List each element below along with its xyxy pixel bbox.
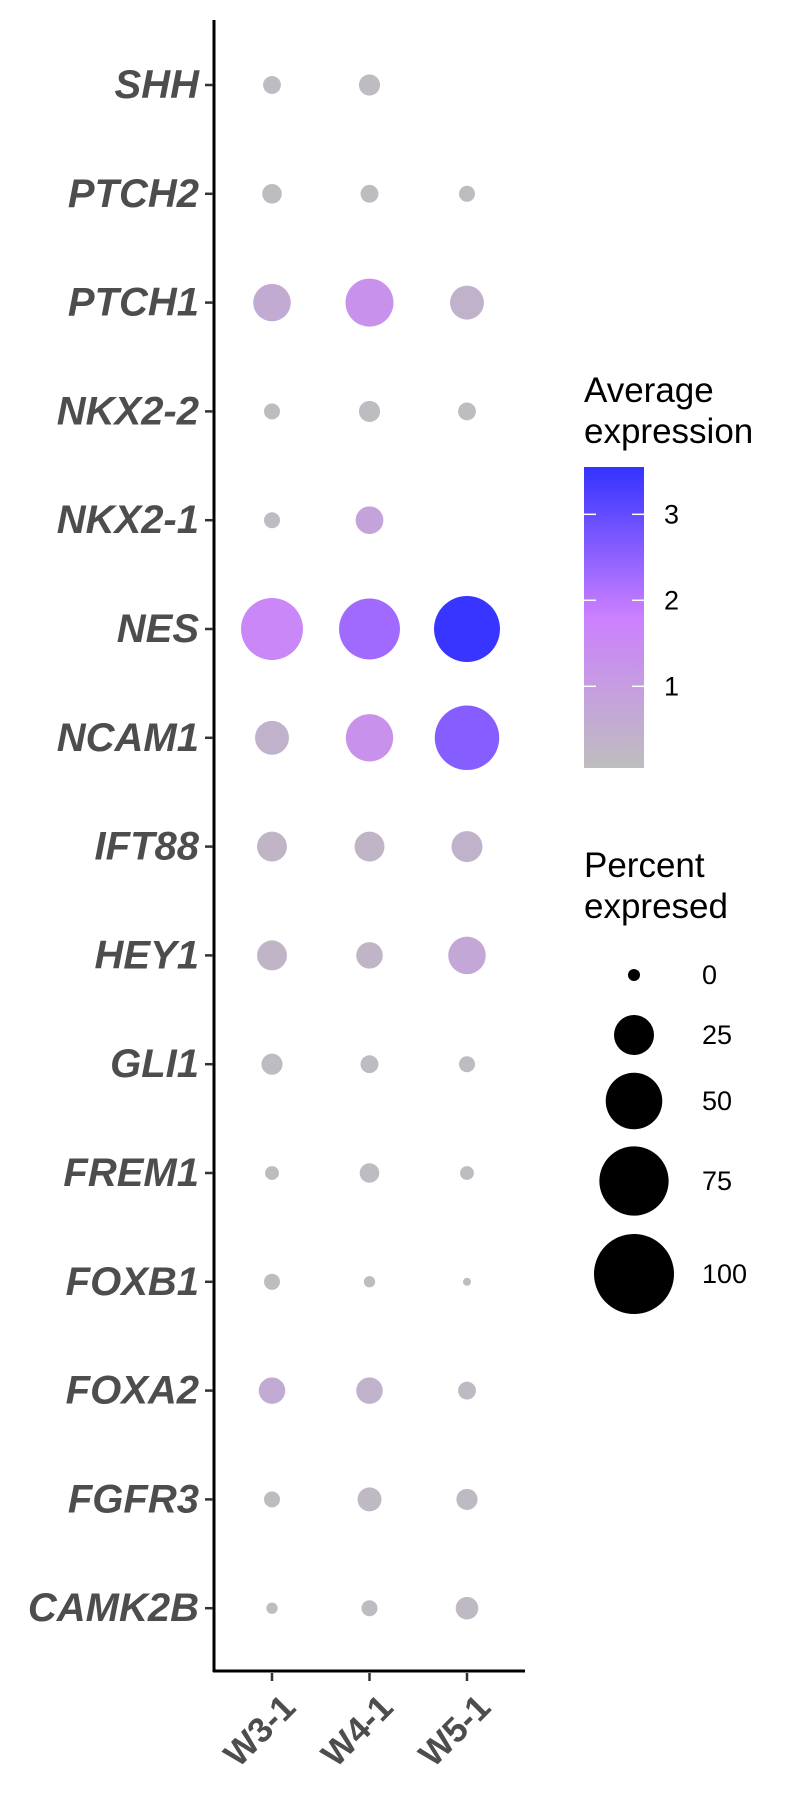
dot-nkx2-2-w3-1 (264, 403, 280, 420)
y-tick-label-ptch1: PTCH1 (68, 281, 199, 325)
dot-fgfr3-w5-1 (456, 1488, 478, 1510)
dot-frem1-w4-1 (359, 1163, 380, 1183)
dot-foxa2-w5-1 (458, 1381, 476, 1400)
plot-area (241, 74, 500, 1620)
dot-shh-w3-1 (263, 76, 281, 94)
dot-foxb1-w5-1 (463, 1277, 471, 1286)
dot-nes-w4-1 (339, 598, 400, 660)
y-tick-label-ncam1: NCAM1 (57, 716, 199, 760)
dot-ptch1-w5-1 (450, 285, 484, 320)
y-tick-label-shh: SHH (115, 63, 201, 107)
dot-ptch2-w5-1 (459, 185, 475, 202)
dot-frem1-w5-1 (460, 1166, 474, 1180)
size-legend-title-line-2: expresed (584, 887, 728, 926)
size-legend-dot-0 (628, 969, 640, 981)
dot-ncam1-w5-1 (434, 705, 500, 771)
dot-gli1-w5-1 (459, 1056, 475, 1073)
dot-ptch1-w4-1 (345, 278, 394, 327)
dot-ncam1-w4-1 (345, 714, 394, 762)
dot-ift88-w4-1 (354, 831, 385, 862)
x-tick-label-w4-1: W4-1 (314, 1688, 401, 1775)
dot-ptch2-w3-1 (262, 184, 282, 204)
size-legend-label-75: 75 (702, 1166, 732, 1196)
dot-ncam1-w3-1 (255, 720, 289, 755)
dot-fgfr3-w3-1 (264, 1491, 280, 1508)
y-tick-label-nkx2-2: NKX2-2 (57, 389, 199, 433)
dot-nkx2-1-w3-1 (264, 512, 280, 529)
dot-shh-w4-1 (358, 74, 381, 96)
x-tick-label-w3-1: W3-1 (216, 1688, 303, 1775)
dot-foxb1-w4-1 (363, 1276, 376, 1288)
dot-nes-w3-1 (241, 598, 303, 660)
dot-ift88-w3-1 (257, 831, 287, 862)
dot-ptch2-w4-1 (360, 184, 379, 203)
color-bar-ticks: 1 2 3 (584, 499, 679, 701)
y-tick-label-gli1: GLI1 (110, 1042, 199, 1086)
dot-nes-w5-1 (434, 596, 500, 662)
x-axis-ticks: W3-1 W4-1 W5-1 (216, 1673, 498, 1774)
dot-foxa2-w4-1 (356, 1377, 383, 1404)
dot-hey1-w3-1 (257, 940, 287, 971)
y-tick-label-hey1: HEY1 (95, 933, 200, 977)
y-tick-label-ift88: IFT88 (95, 825, 200, 869)
size-legend: Percent expresed 0 25 50 75 100 (584, 846, 747, 1314)
color-tick-label-2: 2 (664, 585, 679, 615)
dot-fgfr3-w4-1 (357, 1487, 382, 1512)
dot-nkx2-2-w5-1 (458, 402, 476, 421)
y-tick-label-camk2b: CAMK2B (28, 1586, 199, 1630)
size-legend-dot-50 (605, 1072, 663, 1130)
dot-ptch1-w3-1 (253, 283, 291, 322)
y-tick-label-ptch2: PTCH2 (68, 172, 199, 216)
y-tick-label-fgfr3: FGFR3 (68, 1477, 199, 1521)
dot-camk2b-w3-1 (266, 1602, 278, 1614)
size-legend-dot-100 (594, 1234, 674, 1314)
dot-foxb1-w3-1 (264, 1273, 280, 1290)
dot-hey1-w4-1 (356, 942, 383, 969)
color-tick-label-3: 3 (664, 499, 679, 529)
dot-gli1-w3-1 (261, 1053, 283, 1075)
dot-frem1-w3-1 (265, 1166, 279, 1180)
dot-camk2b-w5-1 (455, 1596, 479, 1620)
size-legend-label-100: 100 (702, 1259, 747, 1289)
size-legend-label-0: 0 (702, 960, 717, 990)
dot-nkx2-1-w4-1 (355, 506, 384, 535)
y-tick-label-nes: NES (117, 607, 200, 651)
size-legend-title-line-1: Percent (584, 846, 705, 885)
y-tick-label-foxa2: FOXA2 (66, 1369, 199, 1413)
y-tick-label-foxb1: FOXB1 (66, 1260, 199, 1304)
size-legend-dot-75 (599, 1146, 669, 1216)
color-legend: Average expression 1 2 3 (584, 371, 753, 768)
size-legend-label-25: 25 (702, 1020, 732, 1050)
y-axis-ticks: SHH PTCH2 PTCH1 NKX2-2 NKX2-1 NES NCAM1 IFT88 HE… (28, 63, 213, 1630)
color-tick-label-1: 1 (664, 671, 679, 701)
dot-foxa2-w3-1 (258, 1377, 286, 1404)
dot-nkx2-2-w4-1 (358, 400, 381, 422)
dot-hey1-w5-1 (448, 936, 486, 975)
dot-camk2b-w4-1 (361, 1600, 378, 1617)
y-tick-label-nkx2-1: NKX2-1 (57, 498, 199, 542)
size-legend-items: 0 25 50 75 100 (594, 960, 747, 1314)
size-legend-label-50: 50 (702, 1086, 732, 1116)
color-legend-title-line-2: expression (584, 412, 753, 451)
size-legend-dot-25 (614, 1015, 654, 1055)
x-tick-label-w5-1: W5-1 (411, 1688, 498, 1775)
dot-gli1-w4-1 (360, 1055, 379, 1074)
color-legend-title-line-1: Average (584, 371, 714, 410)
color-bar (584, 467, 644, 768)
dot-ift88-w5-1 (451, 831, 483, 863)
y-tick-label-frem1: FREM1 (63, 1151, 199, 1195)
